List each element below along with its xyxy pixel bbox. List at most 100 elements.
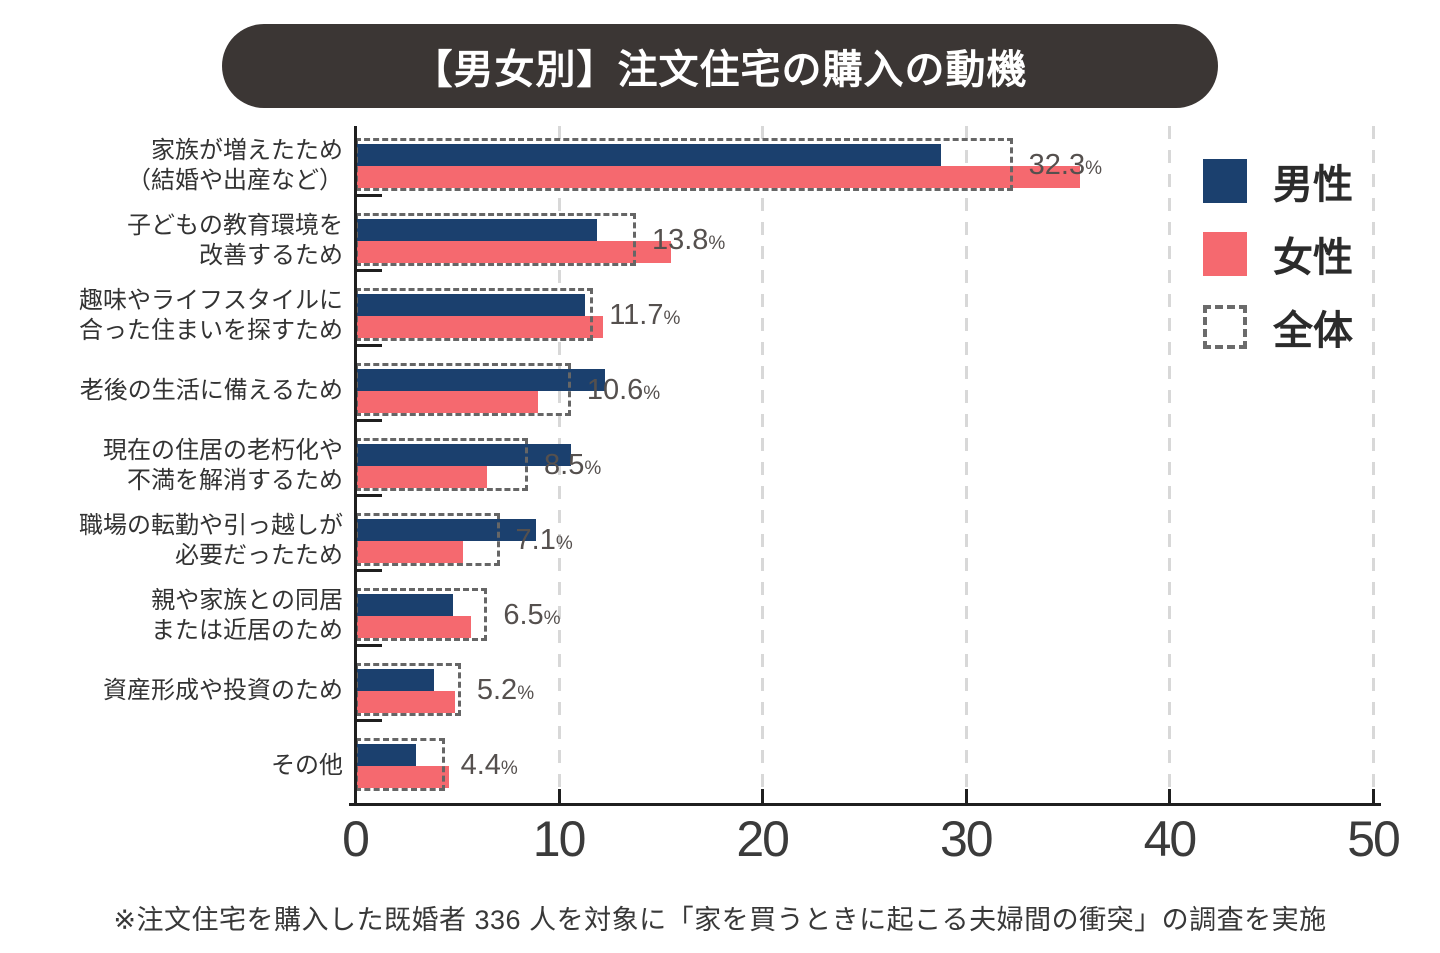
x-tick-label: 20 xyxy=(736,811,790,867)
overall-dashed-box xyxy=(355,513,500,566)
x-axis-tick xyxy=(964,789,968,803)
overall-dashed-box xyxy=(355,288,594,341)
legend-label: 男性 xyxy=(1273,163,1353,207)
value-number: 5.2 xyxy=(476,673,518,706)
gridline xyxy=(964,126,968,803)
percent-sign: % xyxy=(555,532,573,554)
bar-male xyxy=(355,594,453,616)
value-label: 13.8% xyxy=(652,224,725,257)
legend-label: 全体 xyxy=(1273,309,1353,353)
x-axis-tick xyxy=(1168,789,1172,803)
category-label: 親や家族との同居 または近居のため xyxy=(0,578,343,653)
category-label-line: 趣味やライフスタイルに xyxy=(79,286,343,314)
value-number: 6.5 xyxy=(503,598,544,631)
category-label-line: その他 xyxy=(271,751,343,779)
gridline xyxy=(1168,126,1172,803)
category-label-line: 資産形成や投資のため xyxy=(103,676,343,704)
category-label-line: 家族が増えたため xyxy=(151,136,343,164)
bar-male xyxy=(355,219,598,241)
bar-female xyxy=(355,766,449,788)
bar-female xyxy=(355,241,671,263)
bar-group: 5.2% xyxy=(355,653,1373,728)
bar-female xyxy=(355,391,539,413)
legend-item-male-solid: 男性 xyxy=(1203,152,1353,210)
category-label-line: 改善するため xyxy=(199,241,343,269)
category-label-line: 子どもの教育環境を xyxy=(127,211,343,239)
bar-male xyxy=(355,744,417,766)
x-axis-line xyxy=(349,803,1381,806)
percent-sign: % xyxy=(543,607,561,629)
percent-sign: % xyxy=(643,382,661,404)
bar-male xyxy=(355,294,586,316)
legend-item-female-solid: 女性 xyxy=(1203,225,1353,283)
female-solid-swatch xyxy=(1203,232,1247,276)
bar-group: 4.4% xyxy=(355,728,1373,803)
category-label-line: 必要だったため xyxy=(175,541,343,569)
value-number: 32.3 xyxy=(1028,148,1086,181)
percent-sign: % xyxy=(517,682,535,704)
percent-sign: % xyxy=(708,232,726,254)
overall-dashed-box xyxy=(355,363,571,416)
chart-title: 【男女別】注文住宅の購入の動機 xyxy=(412,48,1028,92)
bar-male xyxy=(355,519,537,541)
y-axis-line xyxy=(354,126,357,806)
bar-group: 7.1% xyxy=(355,503,1373,578)
overall-dashed-swatch xyxy=(1203,305,1247,349)
category-label: 子どもの教育環境を 改善するため xyxy=(0,203,343,278)
value-label: 6.5% xyxy=(503,599,560,632)
category-label-line: （結婚や出産など） xyxy=(127,166,343,194)
bar-female xyxy=(355,466,488,488)
chart-title-pill: 【男女別】注文住宅の購入の動機 xyxy=(222,24,1218,108)
value-number: 10.6 xyxy=(586,373,644,406)
percent-sign: % xyxy=(663,307,681,329)
overall-dashed-box xyxy=(355,663,461,716)
category-tick xyxy=(355,194,382,197)
value-label: 32.3% xyxy=(1029,149,1102,182)
x-axis-tick xyxy=(1372,789,1375,803)
bar-male xyxy=(355,669,435,691)
x-axis-tick xyxy=(761,789,765,803)
legend: 男性女性全体 xyxy=(1203,152,1353,371)
category-tick xyxy=(355,719,382,722)
gridline xyxy=(761,126,765,803)
category-tick xyxy=(355,419,382,422)
bar-female xyxy=(355,316,604,338)
x-tick-label: 40 xyxy=(1143,811,1198,867)
percent-sign: % xyxy=(500,757,518,779)
bar-female xyxy=(355,691,455,713)
bar-group: 6.5% xyxy=(355,578,1373,653)
x-axis-tick xyxy=(557,789,561,803)
bar-group: 10.6% xyxy=(355,353,1373,428)
category-label: その他 xyxy=(0,728,343,803)
category-label: 老後の生活に備えるため xyxy=(0,353,343,428)
gridline xyxy=(1372,126,1375,803)
x-tick-label: 10 xyxy=(532,811,587,867)
bar-group: 8.5% xyxy=(355,428,1373,503)
value-number: 7.1 xyxy=(515,523,556,556)
value-label: 11.7% xyxy=(609,299,680,332)
category-label-line: 現在の住居の老朽化や xyxy=(103,436,343,464)
bar-male xyxy=(355,369,606,391)
overall-dashed-box xyxy=(355,138,1013,191)
plot-area: 32.3% 13.8% 11.7% 10.6% 8.5% 7.1% 6.5% 5.2% 4.4% xyxy=(349,126,1381,806)
category-tick xyxy=(355,494,382,497)
value-label: 5.2% xyxy=(477,674,534,707)
percent-sign: % xyxy=(1085,157,1102,179)
category-label: 家族が増えたため （結婚や出産など） xyxy=(0,128,343,203)
category-tick xyxy=(355,644,382,647)
bar-male xyxy=(355,144,942,166)
value-label: 10.6% xyxy=(587,374,660,407)
x-tick-label: 30 xyxy=(939,811,994,867)
overall-dashed-box xyxy=(355,588,488,641)
category-tick xyxy=(355,569,382,572)
male-solid-swatch xyxy=(1203,159,1247,203)
value-number: 4.4 xyxy=(460,748,501,781)
value-label: 8.5% xyxy=(544,449,601,482)
percent-sign: % xyxy=(584,457,602,479)
category-label-line: 職場の転勤や引っ越しが xyxy=(79,511,343,539)
category-label: 現在の住居の老朽化や 不満を解消するため xyxy=(0,428,343,503)
x-tick-label: 50 xyxy=(1347,811,1401,867)
legend-item-overall-dashed: 全体 xyxy=(1203,298,1353,356)
category-label: 趣味やライフスタイルに 合った住まいを探すため xyxy=(0,278,343,353)
category-label-line: 合った住まいを探すため xyxy=(79,316,343,344)
